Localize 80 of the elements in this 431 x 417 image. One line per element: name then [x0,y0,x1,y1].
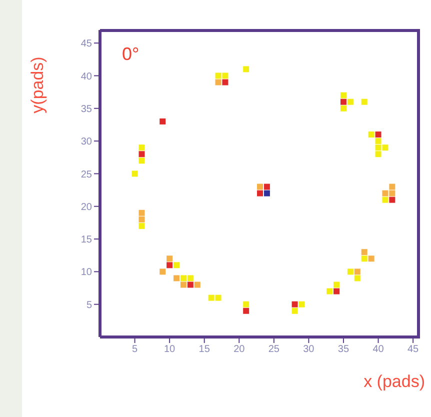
point [166,256,173,262]
point [361,249,368,256]
point [243,301,250,308]
point [382,144,388,151]
point [340,105,346,112]
y-tick-label: 10 [80,267,92,278]
point [243,308,250,314]
point [326,288,333,294]
point [138,151,145,158]
point [340,98,346,105]
point [361,256,368,262]
y-axis-title: y(pads) [28,56,48,114]
point [138,210,145,216]
y-tick-label: 30 [80,136,92,148]
point [138,216,145,222]
point [160,268,166,275]
point [174,262,180,268]
point [132,170,138,177]
point [389,196,396,203]
point [347,268,354,275]
y-tick-label: 45 [80,38,92,50]
x-tick-label: 20 [234,344,246,356]
point [340,92,346,98]
x-tick-label: 45 [407,344,420,356]
point [187,282,194,288]
point [222,72,228,79]
y-tick-label: 5 [86,300,92,311]
x-axis-title: x (pads) [364,372,425,392]
point [180,282,186,288]
point [138,144,145,151]
point [138,222,145,229]
y-tick-label: 15 [80,234,92,246]
point [382,196,388,203]
x-tick-label: 35 [338,344,350,356]
point [389,184,396,190]
point [368,256,374,262]
point [160,118,166,124]
point [264,184,270,190]
point [292,301,298,308]
y-tick-label: 40 [80,71,92,82]
point [375,138,382,144]
point [194,282,200,288]
point [375,144,382,151]
y-tick-label: 20 [80,202,92,213]
point [334,288,340,294]
point [354,275,360,282]
point [166,262,173,268]
point [215,79,222,86]
point [354,268,360,275]
point [243,66,250,72]
point [180,275,186,282]
x-tick-label: 5 [132,344,138,356]
point [375,132,382,138]
point [215,72,222,79]
point [292,308,298,314]
point [138,158,145,164]
point [368,132,374,138]
point [208,294,214,301]
y-tick-label: 25 [80,169,92,180]
point [257,184,263,190]
point [389,190,396,196]
point [298,301,305,308]
x-tick-label: 10 [164,344,176,356]
x-tick-label: 15 [198,344,210,356]
point [215,294,222,301]
x-tick-label: 40 [372,344,384,356]
point [361,98,368,105]
point [375,151,382,158]
x-tick-label: 30 [303,344,315,356]
point [174,275,180,282]
point [222,79,228,86]
point [264,190,270,196]
point [382,190,388,196]
y-tick-label: 35 [80,104,92,115]
point [334,282,340,288]
text: 0° [122,44,140,65]
x-tick-label: 25 [268,344,280,356]
point [187,275,194,282]
point [257,190,263,196]
point [347,98,354,105]
